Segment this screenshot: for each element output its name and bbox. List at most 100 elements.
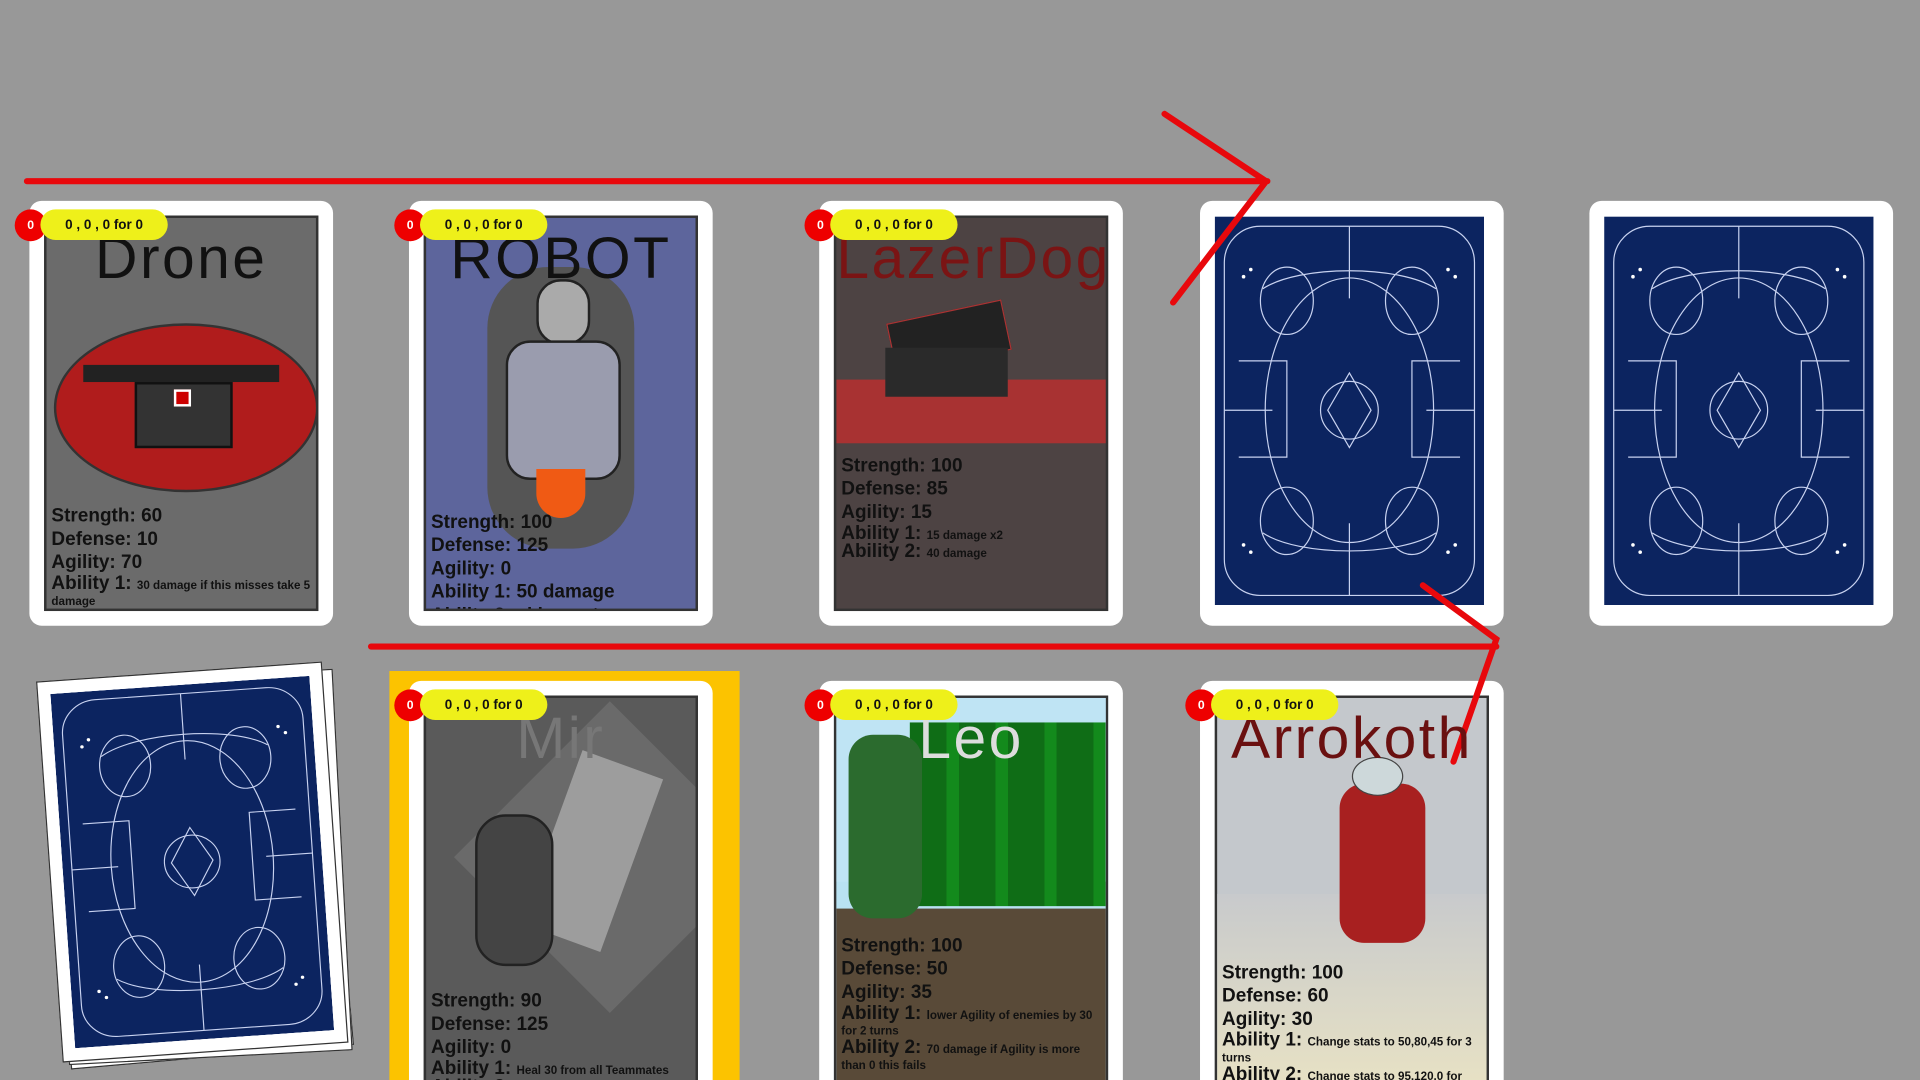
stat-label: Defense: bbox=[431, 535, 512, 556]
art-shape bbox=[848, 734, 923, 919]
stat-value: 60 bbox=[1307, 985, 1329, 1007]
ability-row: Ability 1: 50 damage bbox=[431, 580, 695, 603]
art-shape bbox=[475, 814, 554, 967]
stat-row: Defense: 50 bbox=[841, 958, 1105, 981]
card-back-art bbox=[1215, 216, 1484, 607]
ability-row: Ability 1: 30 damage if this misses take… bbox=[51, 574, 315, 609]
cost-label: 0 , 0 , 0 for 0 bbox=[1211, 689, 1339, 721]
stat-value: 70 bbox=[121, 552, 143, 574]
stat-label: Strength: bbox=[431, 511, 516, 533]
stat-label: Defense: bbox=[431, 1013, 512, 1035]
ability-text: 40 damage bbox=[926, 547, 987, 561]
stat-row: Agility: 0 bbox=[431, 557, 695, 580]
ability-row: Ability 2: Change stats to 95,120,0 for bbox=[1222, 1065, 1486, 1080]
ability-text: 50 damage bbox=[516, 581, 615, 603]
stat-value: 0 bbox=[500, 558, 512, 580]
ability-text: 30 damage if this misses take 5 damage bbox=[51, 579, 311, 609]
card-back[interactable] bbox=[1589, 200, 1894, 626]
ability-label: Ability 2: bbox=[841, 541, 922, 563]
ability-row: Ability 1: Change stats to 50,80,45 for … bbox=[1222, 1029, 1486, 1066]
card-art: ROBOT Strength: 100 Defense: 125 Agility: 0… bbox=[423, 215, 698, 612]
cost-label: 0 , 0 , 0 for 0 bbox=[830, 689, 958, 721]
ability-row: Ability 1: Heal 30 from all Teammates bbox=[431, 1059, 695, 1078]
ability-text: Change stats to 50,80,45 for 3 turns bbox=[1222, 1035, 1472, 1066]
art-shape bbox=[1339, 783, 1426, 943]
stat-row: Agility: 0 bbox=[431, 1036, 695, 1059]
card-art: Mir Strength: 90 Defense: 125 Agility: 0 Abi… bbox=[423, 695, 698, 1080]
stat-label: Strength: bbox=[51, 505, 136, 527]
ability-label: Ability 1: bbox=[1222, 1029, 1303, 1051]
stat-row: Defense: 60 bbox=[1222, 984, 1486, 1007]
stat-row: Agility: 30 bbox=[1222, 1008, 1486, 1031]
card-art: Drone Strength: 60 Defense: 10 Agility: 70 A… bbox=[44, 215, 319, 612]
art-shape bbox=[836, 908, 1106, 1080]
card-stats: Strength: 100 Defense: 85 Agility: 15 Abili… bbox=[841, 454, 1105, 562]
card-stats: Strength: 100 Defense: 50 Agility: 35 Abili… bbox=[841, 934, 1105, 1073]
stat-value: 0 bbox=[500, 1037, 512, 1058]
ability-label: Ability 2: bbox=[51, 607, 131, 609]
stat-label: Defense: bbox=[51, 528, 132, 550]
stat-label: Agility: bbox=[841, 982, 906, 1003]
stat-label: Agility: bbox=[431, 1037, 496, 1058]
stat-label: Agility: bbox=[1222, 1008, 1287, 1030]
stat-label: Strength: bbox=[841, 455, 926, 477]
art-shape bbox=[505, 340, 621, 481]
ability-row: Ability 1: 15 damage x2 bbox=[841, 524, 1105, 543]
art-shape bbox=[536, 468, 586, 518]
stat-row: Defense: 125 bbox=[431, 1013, 695, 1036]
ability-label: Ability 1: bbox=[431, 1057, 512, 1079]
stat-row: Agility: 35 bbox=[841, 981, 1105, 1004]
stat-value: 10 bbox=[136, 528, 158, 550]
card-back[interactable] bbox=[1200, 200, 1504, 626]
stat-label: Strength: bbox=[431, 990, 516, 1012]
art-shape bbox=[885, 347, 1008, 397]
card-stats: Strength: 90 Defense: 125 Agility: 0 Abilit… bbox=[431, 989, 695, 1080]
ability-label: Ability 2: bbox=[1222, 1064, 1303, 1080]
ability-row: Ability 2: 70 damage if Agility is more … bbox=[841, 1038, 1105, 1073]
stat-value: 100 bbox=[930, 935, 963, 957]
stat-value: 35 bbox=[910, 982, 932, 1003]
stat-label: Strength: bbox=[1222, 962, 1307, 984]
stat-row: Agility: 70 bbox=[51, 551, 315, 574]
ability-text: 15 damage x2 bbox=[926, 528, 1003, 543]
stat-value: 125 bbox=[516, 535, 549, 556]
card-art: Leo Strength: 100 Defense: 50 Agility: 35 Ab… bbox=[833, 695, 1109, 1080]
ability-text: lower Agility of enemies by 30 for 2 tur… bbox=[841, 1008, 1093, 1039]
stat-row: Strength: 90 bbox=[431, 989, 695, 1012]
stat-row: Strength: 100 bbox=[431, 511, 695, 534]
cost-label: 0 , 0 , 0 for 0 bbox=[420, 209, 548, 241]
card-stats: Strength: 100 Defense: 60 Agility: 30 Abili… bbox=[1222, 961, 1486, 1080]
stat-row: Defense: 125 bbox=[431, 534, 695, 557]
stat-value: 50 bbox=[926, 958, 948, 980]
stat-label: Agility: bbox=[51, 552, 116, 574]
stat-label: Defense: bbox=[841, 958, 922, 980]
stat-row: Strength: 100 bbox=[841, 934, 1105, 957]
stat-value: 100 bbox=[520, 511, 553, 533]
stat-value: 125 bbox=[516, 1013, 549, 1035]
ability-text: skip my turn bbox=[516, 605, 629, 609]
ability-label: Ability 2: bbox=[841, 1037, 922, 1058]
ability-label: Ability 2: bbox=[431, 1076, 511, 1080]
ability-label: Ability 1: bbox=[841, 522, 922, 544]
ability-row: Ability 2: 40 damage bbox=[841, 542, 1105, 561]
card-back-art bbox=[1604, 216, 1873, 607]
ability-label: Ability 1: bbox=[841, 1002, 922, 1024]
stat-row: Defense: 10 bbox=[51, 528, 315, 551]
stat-label: Agility: bbox=[841, 502, 906, 523]
cost-label: 0 , 0 , 0 for 0 bbox=[830, 209, 958, 241]
ability-text: 70 damage if Agility is more than 0 this… bbox=[841, 1043, 1081, 1073]
card[interactable]: 00 , 0 , 0 for 0LazerDogoStrength: 100De… bbox=[804, 200, 1123, 626]
stat-value: 15 bbox=[910, 502, 932, 523]
ability-text: Change stats to 95,120,0 for bbox=[1307, 1070, 1462, 1080]
art-shape bbox=[173, 389, 192, 407]
stat-value: 85 bbox=[926, 478, 948, 500]
stat-label: Agility: bbox=[431, 558, 496, 580]
card-back-art bbox=[50, 676, 334, 1048]
